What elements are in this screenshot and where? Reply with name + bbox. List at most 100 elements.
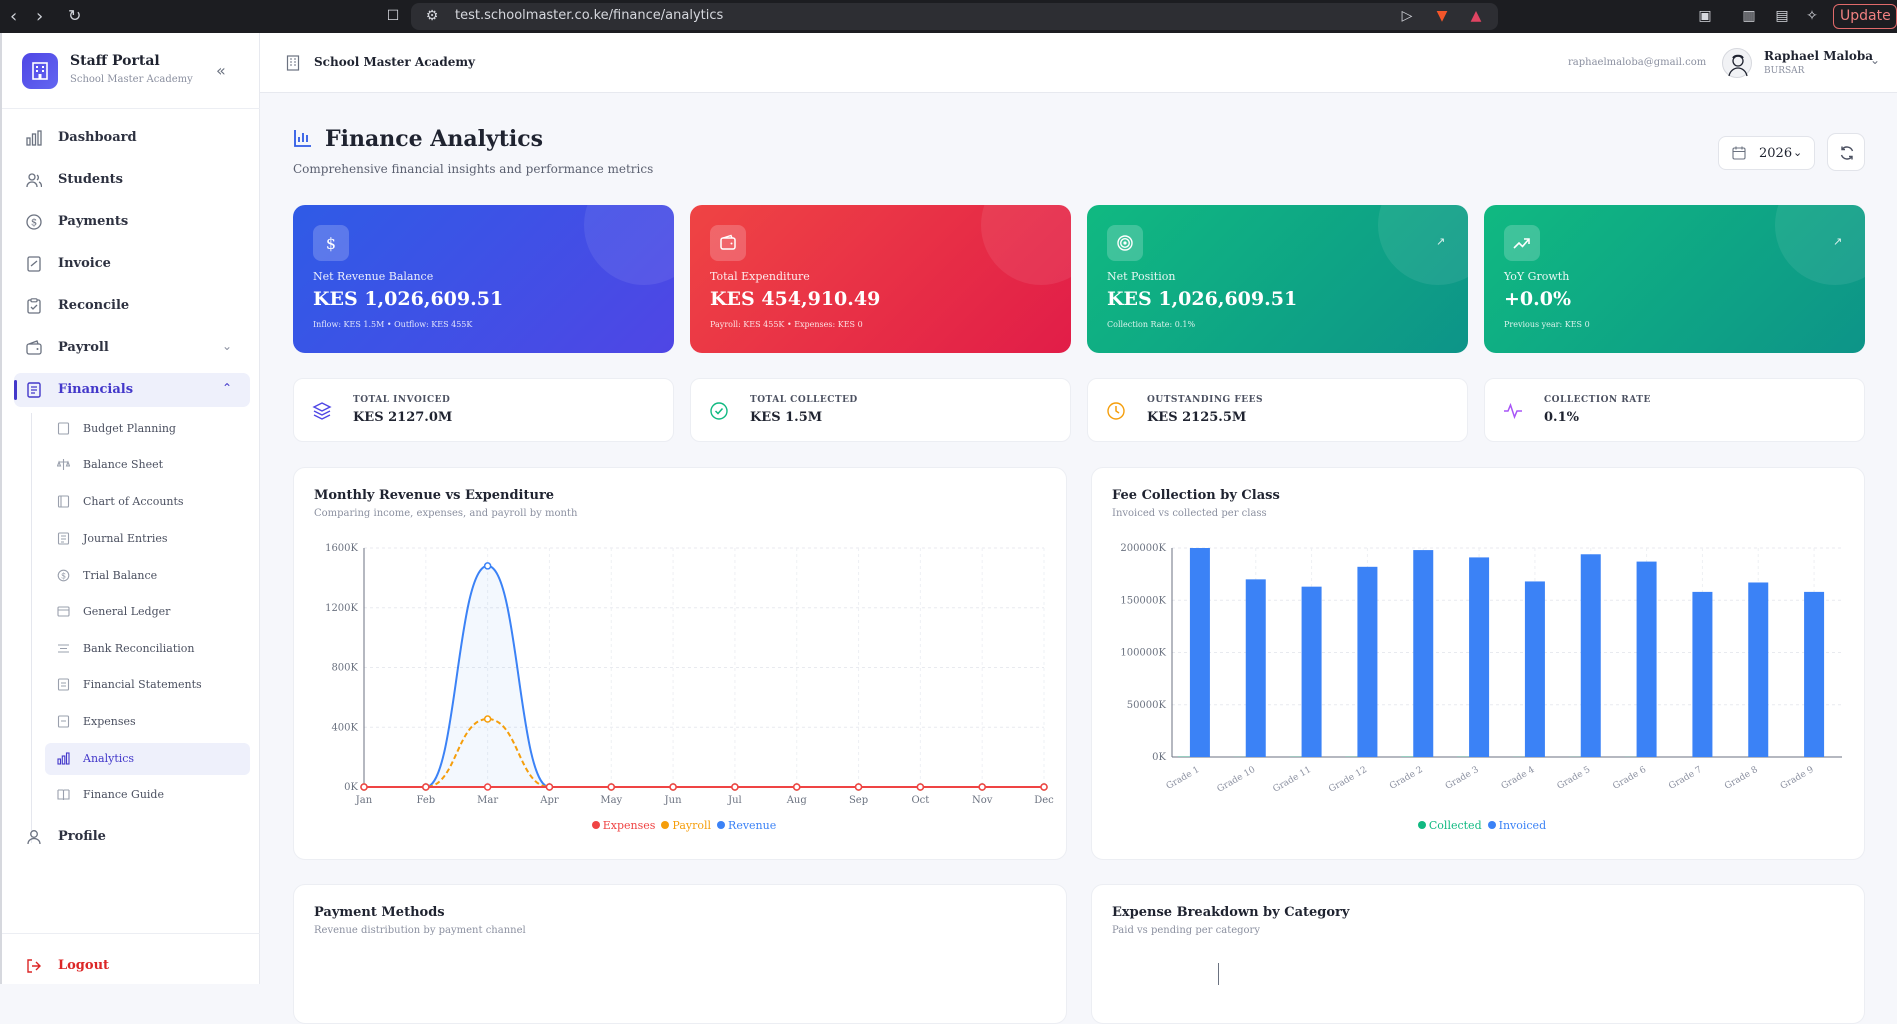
back-icon[interactable]: ‹ bbox=[10, 6, 17, 27]
payment-methods-panel: Payment Methods Revenue distribution by … bbox=[293, 884, 1067, 1024]
update-button[interactable]: Update bbox=[1833, 4, 1897, 29]
logout-divider bbox=[2, 933, 260, 934]
series-area bbox=[364, 566, 1044, 787]
card-icon-box bbox=[1504, 225, 1540, 261]
card-value: KES 1,026,609.51 bbox=[313, 288, 503, 310]
sidebar-sub-finance-guide[interactable]: Finance Guide bbox=[45, 779, 250, 811]
bar-invoiced bbox=[1748, 582, 1768, 757]
browser-chrome: ‹ › ↻ ☐ ⚙ test.schoolmaster.co.ke/financ… bbox=[0, 0, 1897, 33]
brand-subtitle: School Master Academy bbox=[70, 74, 193, 85]
sidebar-sub-expenses[interactable]: Expenses bbox=[45, 706, 250, 738]
x-tick-label: Grade 10 bbox=[1216, 765, 1258, 795]
legend-item[interactable]: Invoiced bbox=[1482, 819, 1547, 832]
sub-item-label: Balance Sheet bbox=[83, 458, 163, 471]
check-circle-icon bbox=[709, 401, 729, 421]
legend-item[interactable]: Revenue bbox=[711, 819, 776, 832]
legend-dot bbox=[592, 821, 600, 829]
total-invoiced-stat: TOTAL INVOICED KES 2127.0M bbox=[293, 378, 674, 442]
chart-axis-line bbox=[1218, 963, 1219, 985]
calendar-icon bbox=[1732, 146, 1746, 160]
bar-invoiced bbox=[1637, 562, 1657, 757]
card-icon-box bbox=[710, 225, 746, 261]
sidebar-item-dashboard[interactable]: Dashboard bbox=[14, 121, 250, 155]
card-label: YoY Growth bbox=[1504, 270, 1569, 283]
site-settings-icon[interactable]: ⚙ bbox=[424, 8, 440, 24]
card-subtext: Collection Rate: 0.1% bbox=[1107, 320, 1195, 329]
y-tick-label: 50000K bbox=[1127, 700, 1167, 711]
data-point bbox=[546, 784, 552, 790]
legend-label: Invoiced bbox=[1499, 819, 1547, 832]
wallet-icon[interactable]: ▤ bbox=[1774, 8, 1790, 24]
sidebar-item-payroll[interactable]: Payroll ⌄ bbox=[14, 331, 250, 365]
sidebar-sub-balance-sheet[interactable]: Balance Sheet bbox=[45, 449, 250, 481]
screenshot-icon[interactable]: ▣ bbox=[1697, 8, 1713, 24]
user-icon bbox=[26, 829, 42, 845]
sidebar-item-reconcile[interactable]: Reconcile bbox=[14, 289, 250, 323]
card-value: +0.0% bbox=[1504, 288, 1571, 310]
analytics-title-icon bbox=[293, 128, 313, 148]
sidebar-sub-budget-planning[interactable]: Budget Planning bbox=[45, 413, 250, 445]
sidebar-item-students[interactable]: Students bbox=[14, 163, 250, 197]
stat-value: KES 2127.0M bbox=[353, 410, 452, 425]
card-icon-box bbox=[1107, 225, 1143, 261]
sidebar-divider bbox=[2, 108, 260, 109]
forward-icon[interactable]: › bbox=[36, 6, 43, 27]
rewards-icon[interactable]: ▲ bbox=[1468, 8, 1484, 24]
school-logo-icon bbox=[22, 53, 58, 89]
collapse-sidebar-icon[interactable]: « bbox=[216, 61, 226, 80]
sub-item-label: Budget Planning bbox=[83, 422, 176, 435]
sidebar-sub-general-ledger[interactable]: General Ledger bbox=[45, 596, 250, 628]
sidebar-item-label: Students bbox=[58, 172, 123, 187]
legend-item[interactable]: Payroll bbox=[655, 819, 711, 832]
user-name[interactable]: Raphael Maloba bbox=[1764, 49, 1873, 63]
sidebar-sub-analytics[interactable]: Analytics bbox=[45, 743, 250, 775]
sidebar-toggle-icon[interactable]: ▥ bbox=[1741, 8, 1757, 24]
url-text[interactable]: test.schoolmaster.co.ke/finance/analytic… bbox=[455, 8, 723, 23]
refresh-button[interactable] bbox=[1827, 133, 1865, 171]
total-expenditure-card: Total Expenditure KES 454,910.49 Payroll… bbox=[690, 205, 1071, 353]
y-tick-label: 800K bbox=[331, 663, 358, 674]
legend-item[interactable]: Expenses bbox=[586, 819, 656, 832]
card-label: Net Revenue Balance bbox=[313, 270, 433, 283]
leo-icon[interactable]: ✧ bbox=[1804, 8, 1820, 24]
bar-invoiced bbox=[1581, 554, 1601, 757]
avatar[interactable] bbox=[1722, 48, 1752, 78]
scale-icon bbox=[57, 458, 70, 471]
y-tick-label: 200000K bbox=[1120, 543, 1166, 554]
sidebar-sub-chart-of-accounts[interactable]: Chart of Accounts bbox=[45, 486, 250, 518]
building-icon bbox=[286, 55, 300, 71]
x-tick-label: Grade 5 bbox=[1556, 765, 1593, 792]
year-select[interactable]: 2026 ⌄ bbox=[1718, 136, 1815, 170]
sidebar-item-label: Reconcile bbox=[58, 298, 129, 313]
x-tick-label: Sep bbox=[849, 795, 868, 806]
bar-invoiced bbox=[1190, 548, 1210, 757]
legend-item[interactable]: Collected bbox=[1412, 819, 1482, 832]
sub-item-label: Journal Entries bbox=[83, 532, 168, 545]
card-icon-box: $ bbox=[313, 225, 349, 261]
sidebar-sub-trial-balance[interactable]: $ Trial Balance bbox=[45, 560, 250, 592]
bookmark-icon[interactable]: ☐ bbox=[385, 8, 401, 24]
total-collected-stat: TOTAL COLLECTED KES 1.5M bbox=[690, 378, 1071, 442]
user-menu-chevron-icon[interactable]: ⌄ bbox=[1870, 53, 1880, 67]
data-point bbox=[732, 784, 738, 790]
x-tick-label: Dec bbox=[1034, 795, 1054, 806]
fee-legend: Collected Invoiced bbox=[1092, 819, 1866, 832]
sidebar-item-payments[interactable]: $ Payments bbox=[14, 205, 250, 239]
sidebar-sub-journal-entries[interactable]: Journal Entries bbox=[45, 523, 250, 555]
card-subtext: Payroll: KES 455K • Expenses: KES 0 bbox=[710, 320, 863, 329]
sidebar-sub-financial-statements[interactable]: Financial Statements bbox=[45, 669, 250, 701]
reload-icon[interactable]: ↻ bbox=[68, 6, 81, 25]
y-tick-label: 400K bbox=[331, 722, 358, 733]
svg-text:$: $ bbox=[61, 572, 66, 581]
send-icon[interactable]: ▷ bbox=[1399, 8, 1415, 24]
data-point bbox=[856, 784, 862, 790]
data-point bbox=[1041, 784, 1047, 790]
sidebar-item-financials[interactable]: Financials ⌃ bbox=[14, 373, 250, 407]
year-value: 2026 bbox=[1759, 146, 1792, 161]
legend-label: Payroll bbox=[672, 819, 711, 832]
shield-icon[interactable]: ▼ bbox=[1434, 8, 1450, 24]
sidebar-sub-bank-reconciliation[interactable]: Bank Reconciliation bbox=[45, 633, 250, 665]
sidebar-item-invoice[interactable]: Invoice bbox=[14, 247, 250, 281]
sidebar-item-profile[interactable]: Profile bbox=[14, 820, 250, 854]
